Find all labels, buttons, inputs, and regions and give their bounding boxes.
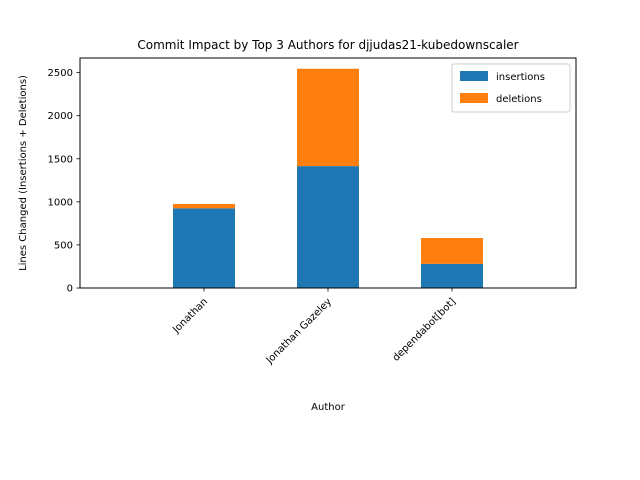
y-tick-label-3: 1500 [48, 154, 73, 165]
y-tick-label-5: 2500 [48, 68, 73, 79]
legend: insertions deletions [451, 63, 571, 113]
y-axis: 0 500 1000 1500 2000 2500 [48, 68, 80, 295]
bars-group [173, 68, 483, 288]
y-tick-label-4: 2000 [48, 111, 73, 122]
bar-deletions-0 [173, 204, 235, 209]
y-axis-label: Lines Changed (Insertions + Deletions) [18, 75, 29, 271]
legend-swatch-insertions [460, 71, 488, 81]
legend-label-insertions: insertions [496, 72, 545, 83]
y-tick-label-0: 0 [67, 284, 73, 295]
bar-insertions-0 [173, 208, 235, 288]
chart-title: Commit Impact by Top 3 Authors for djjud… [137, 38, 518, 52]
bar-deletions-2 [421, 238, 483, 264]
legend-label-deletions: deletions [496, 94, 542, 105]
bar-insertions-1 [297, 166, 359, 288]
bar-insertions-2 [421, 263, 483, 288]
y-tick-label-2: 1000 [48, 197, 73, 208]
bar-deletions-1 [297, 68, 359, 167]
y-tick-label-1: 500 [54, 240, 73, 251]
x-axis-label: Author [311, 402, 346, 413]
legend-swatch-deletions [460, 93, 488, 103]
